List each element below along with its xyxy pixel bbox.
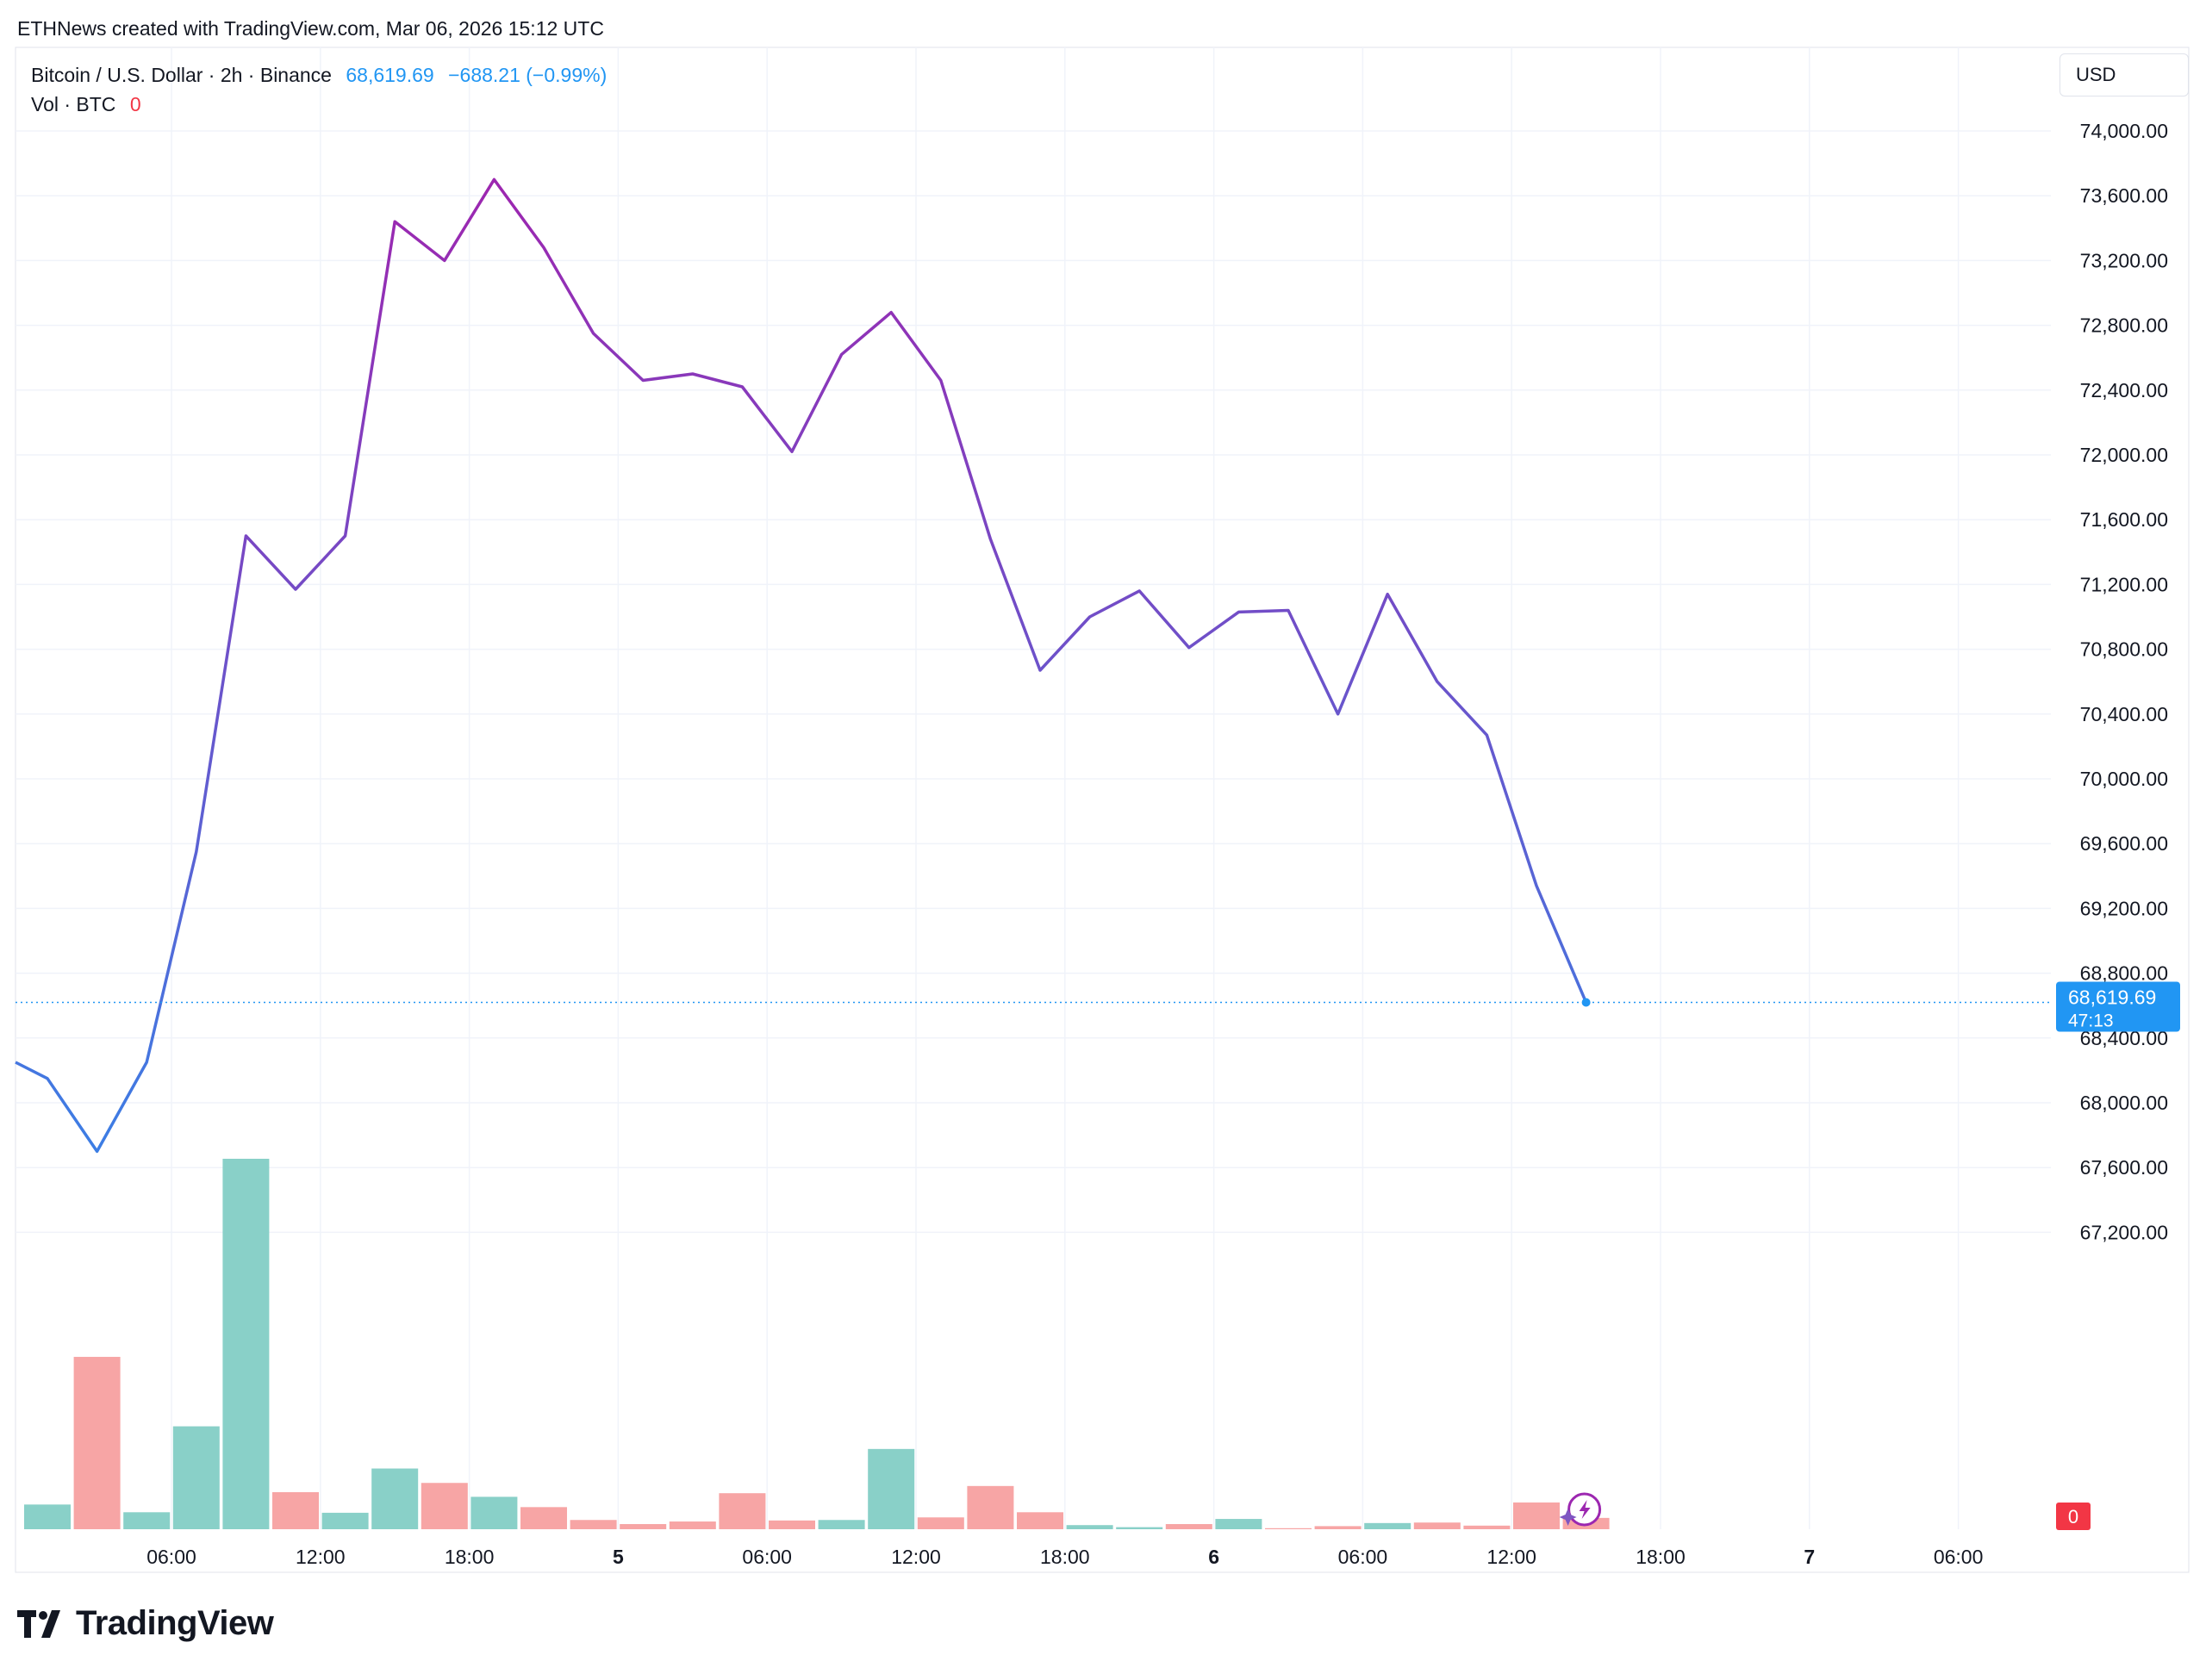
volume-legend[interactable]: Vol · BTC 0 xyxy=(31,93,141,116)
x-tick-label: 12:00 xyxy=(891,1546,941,1568)
volume-bar xyxy=(1265,1528,1312,1529)
x-tick-label: 18:00 xyxy=(1636,1546,1686,1568)
volume-bar xyxy=(967,1485,1014,1529)
volume-bar xyxy=(1165,1524,1212,1529)
tradingview-logo-text: TradingView xyxy=(76,1604,274,1642)
volume-badge xyxy=(2056,1503,2091,1530)
sparkle-icon xyxy=(1559,1509,1577,1526)
volume-bar xyxy=(1314,1526,1362,1529)
grid-lines xyxy=(16,47,2051,1529)
x-tick-label: 18:00 xyxy=(1040,1546,1090,1568)
volume-bar xyxy=(1116,1527,1163,1529)
volume-bar xyxy=(1413,1522,1461,1529)
y-tick-label: 74,000.00 xyxy=(2080,120,2168,142)
y-tick-label: 68,000.00 xyxy=(2080,1092,2168,1114)
volume-bar xyxy=(421,1483,468,1529)
volume-bar xyxy=(620,1524,667,1529)
volume-bar xyxy=(1463,1525,1511,1529)
price-line xyxy=(15,177,1591,1154)
countdown-label: 47:13 xyxy=(2068,1011,2114,1030)
volume-badge-label: 0 xyxy=(2068,1506,2078,1528)
current-price-badge xyxy=(2056,981,2180,1032)
x-tick-label: 7 xyxy=(1804,1546,1815,1568)
y-tick-label: 67,600.00 xyxy=(2080,1156,2168,1179)
volume-value: 0 xyxy=(129,93,141,115)
volume-bar xyxy=(1215,1519,1262,1529)
x-tick-label: 06:00 xyxy=(146,1546,196,1568)
volume-bar xyxy=(1066,1525,1113,1529)
volume-bar xyxy=(222,1159,270,1529)
symbol-legend[interactable]: Bitcoin / U.S. Dollar · 2h · Binance 68,… xyxy=(31,64,607,87)
volume-bar xyxy=(719,1493,766,1529)
volume-bar xyxy=(917,1517,964,1529)
volume-bar xyxy=(769,1520,815,1529)
y-tick-label: 71,600.00 xyxy=(2080,508,2168,531)
y-tick-label: 69,600.00 xyxy=(2080,832,2168,855)
y-tick-label: 70,000.00 xyxy=(2080,768,2168,790)
y-tick-label: 73,200.00 xyxy=(2080,249,2168,271)
volume-bar xyxy=(1364,1522,1411,1529)
currency-selector[interactable]: USD xyxy=(2060,53,2189,96)
volume-bar xyxy=(470,1496,518,1529)
price-axis[interactable]: 74,000.00 73,600.00 73,200.00 72,800.00 72,4… xyxy=(2080,120,2168,1243)
x-tick-label: 06:00 xyxy=(1934,1546,1984,1568)
tradingview-logo-icon xyxy=(17,1609,60,1638)
volume-bar xyxy=(123,1512,171,1529)
x-tick-label: 5 xyxy=(613,1546,624,1568)
y-tick-label: 72,000.00 xyxy=(2080,444,2168,466)
symbol-title[interactable]: Bitcoin / U.S. Dollar · 2h · Binance xyxy=(31,64,332,86)
y-tick-label: 73,600.00 xyxy=(2080,184,2168,207)
volume-bar xyxy=(818,1520,865,1529)
x-tick-label: 6 xyxy=(1208,1546,1219,1568)
x-tick-label: 06:00 xyxy=(742,1546,792,1568)
y-tick-label: 70,400.00 xyxy=(2080,703,2168,725)
volume-bar xyxy=(371,1468,419,1529)
volume-bar xyxy=(24,1504,71,1529)
volume-bar xyxy=(272,1492,319,1529)
volume-label[interactable]: Vol · BTC xyxy=(31,93,116,115)
volume-bar xyxy=(669,1521,716,1529)
price-change-value: −688.21 (−0.99%) xyxy=(448,64,608,86)
y-tick-label: 72,800.00 xyxy=(2080,314,2168,337)
created-with-label: ETHNews created with TradingView.com, Ma… xyxy=(17,17,604,40)
y-tick-label: 67,200.00 xyxy=(2080,1221,2168,1243)
y-tick-label: 68,800.00 xyxy=(2080,962,2168,985)
last-price-dot xyxy=(1581,998,1591,1007)
current-price-overlay: 68,619.69 47:13 0 xyxy=(16,981,2180,1530)
currency-label: USD xyxy=(2076,64,2116,85)
volume-bar xyxy=(73,1356,121,1529)
y-tick-label: 71,200.00 xyxy=(2080,573,2168,595)
volume-bar xyxy=(321,1512,369,1529)
time-axis[interactable]: 06:00 12:00 18:00 5 06:00 12:00 18:00 6 06:00 12:… xyxy=(146,1546,1983,1568)
y-tick-label: 72,400.00 xyxy=(2080,379,2168,401)
price-line-path xyxy=(15,177,1588,1154)
volume-bar xyxy=(1017,1512,1063,1529)
x-tick-label: 12:00 xyxy=(1486,1546,1536,1568)
y-tick-label: 69,200.00 xyxy=(2080,897,2168,919)
lightning-icon-glyph xyxy=(1579,1500,1591,1519)
x-tick-label: 06:00 xyxy=(1338,1546,1388,1568)
volume-bar xyxy=(868,1448,915,1529)
volume-bar xyxy=(570,1520,617,1529)
current-price-label: 68,619.69 xyxy=(2068,986,2156,1008)
volume-bars xyxy=(24,1159,1610,1529)
chart-frame xyxy=(15,47,2190,1573)
volume-bar xyxy=(1513,1502,1560,1529)
tradingview-logo[interactable]: TradingView xyxy=(17,1604,274,1643)
last-price-value: 68,619.69 xyxy=(346,64,434,86)
x-tick-label: 18:00 xyxy=(445,1546,495,1568)
y-tick-label: 70,800.00 xyxy=(2080,638,2168,661)
volume-bar xyxy=(172,1426,220,1529)
volume-bar xyxy=(520,1507,567,1529)
x-tick-label: 12:00 xyxy=(296,1546,346,1568)
